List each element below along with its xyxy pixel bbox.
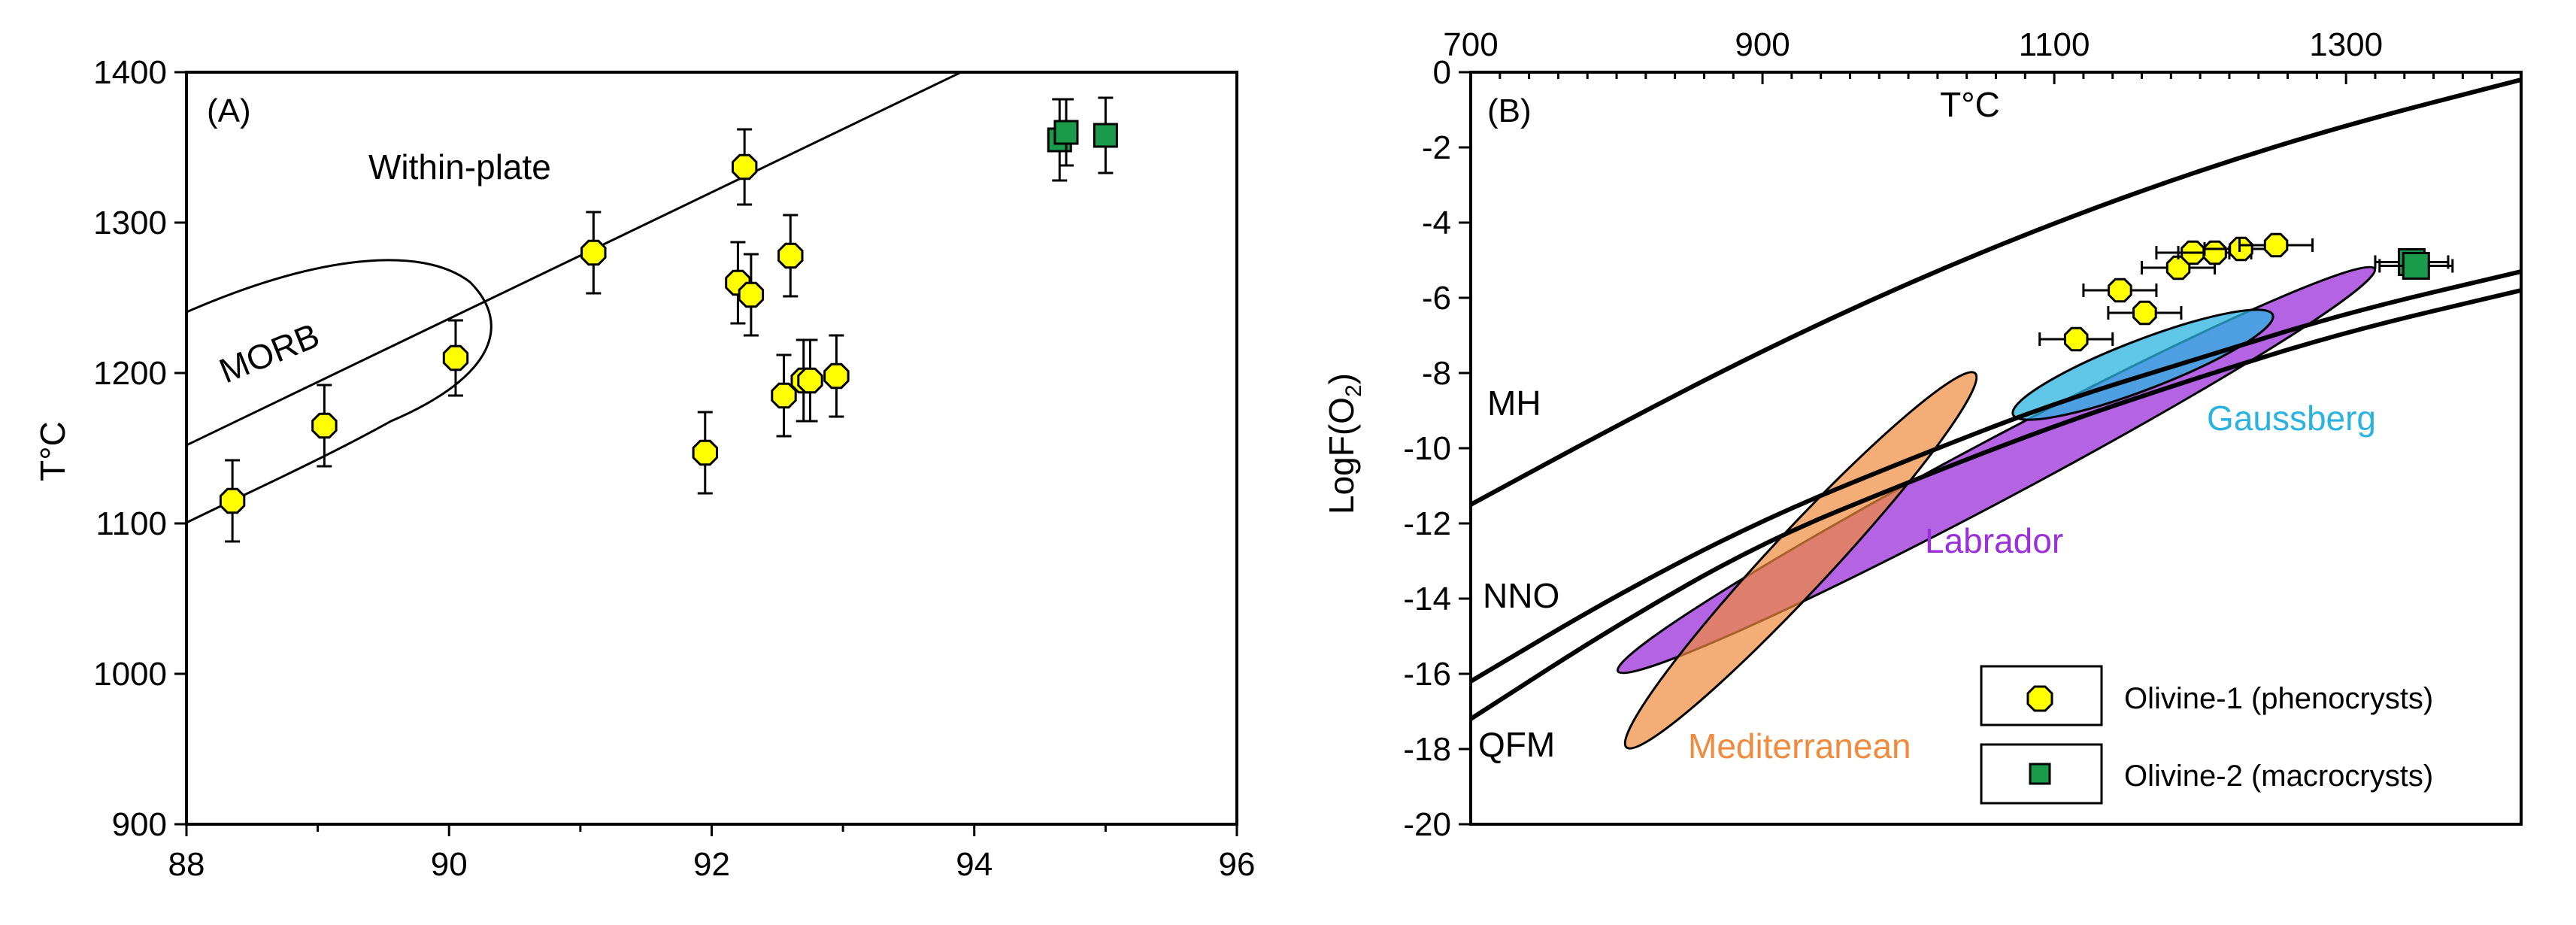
mediterranean-label: Mediterranean: [1688, 726, 1911, 766]
panel-a-y-tick-label: 900: [112, 806, 167, 843]
within-plate-boundary-line: [186, 72, 962, 447]
panel-b-x-tick-label: 1100: [2019, 26, 2090, 63]
gaussberg-label: Gaussberg: [2207, 399, 2376, 438]
panel-a-x-tick-label: 92: [693, 846, 730, 883]
olivine-1-point: [2263, 232, 2289, 258]
olivine-1-point: [738, 281, 765, 308]
mediterranean-field: [1623, 371, 1978, 750]
gaussberg-field: [2011, 308, 2274, 421]
panel-b-label: (B): [1487, 92, 1532, 129]
panel-a-x-tick-label: 90: [431, 846, 468, 883]
panel-b-x-tick-label: 1300: [2309, 26, 2383, 63]
panel-b-buffers: [1471, 77, 2521, 721]
ylabel-subscript: 2: [1341, 384, 1366, 397]
panel-a-y-tick-label: 1000: [93, 656, 167, 693]
olivine-2-point: [1093, 123, 1118, 148]
panel-a-ticks: 88 90 92 94 96 900 1000 1100 1200 1300 1400: [93, 54, 1255, 883]
mh-label: MH: [1487, 384, 1541, 423]
legend-swatch-box-2: [1980, 743, 2103, 805]
within-plate-label: Within-plate: [368, 147, 551, 187]
panel-b-x-tick-label: 900: [1735, 26, 1790, 63]
panel-b-y-tick-label: 0: [1433, 54, 1451, 91]
panel-b-xlabel: T°C: [1940, 85, 2000, 124]
legend-text-olivine-2: Olivine-2 (macrocrysts): [2124, 760, 2433, 793]
legend: Olivine-1 (phenocrysts) Olivine-2 (macro…: [1980, 665, 2433, 805]
legend-marker-olivine-2: [2029, 763, 2051, 785]
qfm-label: QFM: [1478, 725, 1555, 764]
olivine-1-point: [823, 362, 850, 390]
nno-buffer-line: [1471, 269, 2521, 684]
olivine-1-point: [777, 242, 804, 269]
olivine-1-point: [2229, 236, 2253, 262]
panel-b-y-tick-label: -14: [1403, 581, 1451, 617]
panel-b-y-tick-label: -10: [1403, 430, 1451, 467]
panel-b-y-tick-label: -8: [1422, 355, 1451, 392]
panel-a-label: (A): [207, 92, 251, 129]
panel-a-y-tick-label: 1400: [93, 54, 167, 91]
panel-b-x-tick-label: 700: [1443, 26, 1498, 63]
panel-b-y-tick-label: -18: [1403, 731, 1451, 768]
nno-label: NNO: [1483, 576, 1559, 615]
ylabel-end: ): [1322, 373, 1361, 384]
ylabel-main: LogF(O: [1322, 397, 1361, 514]
olivine-1-point: [797, 367, 823, 394]
panel-b-y-tick-label: -4: [1422, 205, 1451, 241]
olivine-1-point: [692, 439, 718, 466]
olivine-1-point: [2108, 278, 2132, 303]
olivine-1-point: [442, 344, 469, 372]
olivine-2-point: [1053, 120, 1079, 145]
qfm-buffer-line: [1471, 288, 2521, 721]
panel-a-y-tick-label: 1300: [93, 205, 167, 241]
panel-a-y-tick-label: 1200: [93, 355, 167, 392]
panel-a-ylabel: T°C: [33, 421, 72, 481]
panel-a: (A) T°C 88 90 92 94 96 900 1000 1100 1200 1300 140…: [33, 54, 1255, 883]
panel-a-x-tick-label: 94: [956, 846, 993, 883]
olivine-1-point: [732, 153, 758, 180]
panel-a-lines: [186, 72, 962, 447]
olivine-1-point: [580, 239, 607, 266]
panel-b-ylabel: LogF(O2): [1322, 373, 1366, 514]
panel-b-y-tick-label: -2: [1422, 129, 1451, 166]
panel-b-y-tick-label: -12: [1403, 505, 1451, 542]
legend-marker-olivine-1: [2026, 685, 2053, 712]
labrador-label: Labrador: [1925, 521, 2063, 560]
mh-buffer-line: [1471, 77, 2521, 507]
panel-b: 700 900 1100 1300 0 -2 -4 -6 -8 -10 -12 -14 -16 -18 -2…: [1322, 26, 2523, 843]
panel-b-y-tick-label: -6: [1422, 280, 1451, 317]
panel-b-y-tick-label: -16: [1403, 656, 1451, 693]
panel-a-y-tick-label: 1100: [95, 505, 167, 542]
panel-a-x-tick-label: 88: [168, 846, 205, 883]
panel-a-points: [219, 96, 1118, 543]
olivine-1-point: [2132, 300, 2157, 326]
legend-text-olivine-1: Olivine-1 (phenocrysts): [2124, 682, 2433, 715]
olivine-1-point: [2202, 240, 2227, 265]
olivine-1-point: [311, 412, 338, 439]
panel-a-x-tick-label: 96: [1219, 846, 1256, 883]
morb-field-boundary: [186, 259, 492, 524]
panel-b-points: [2038, 232, 2454, 352]
olivine-1-point: [219, 487, 246, 514]
panel-b-y-tick-label: -20: [1403, 806, 1451, 843]
panel-b-ticks: 700 900 1100 1300 0 -2 -4 -6 -8 -10 -12 -14 -16 -18 -2…: [1403, 26, 2523, 843]
morb-label: MORB: [214, 315, 324, 390]
olivine-1-point: [2063, 326, 2089, 352]
olivine-2-point: [2402, 252, 2430, 280]
